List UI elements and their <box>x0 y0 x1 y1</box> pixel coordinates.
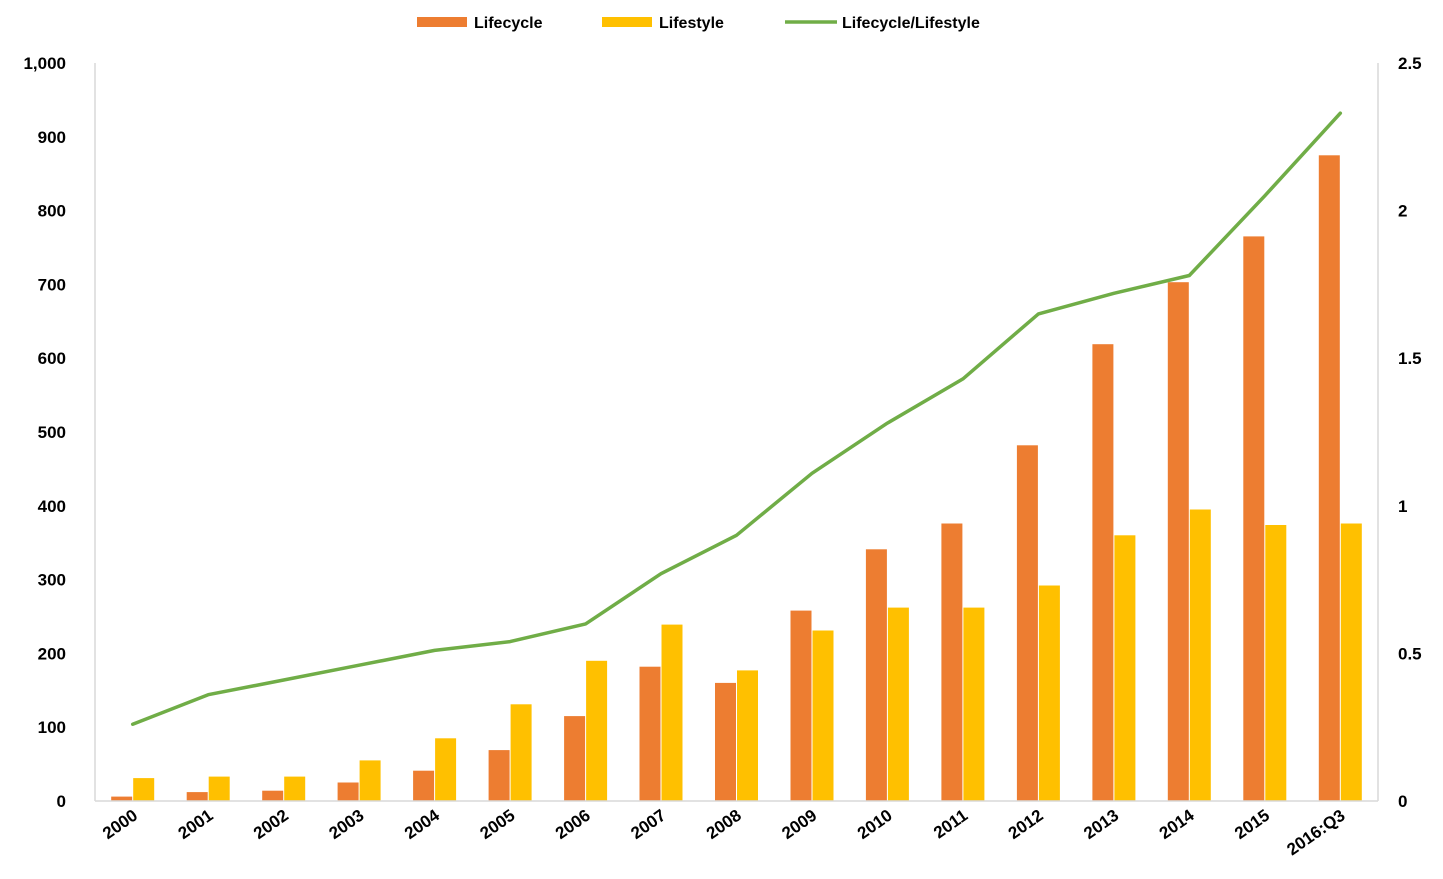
bar-lifestyle <box>1265 525 1287 801</box>
bar-lifestyle <box>737 670 758 801</box>
right-tick-label: 2 <box>1398 202 1407 221</box>
x-tick-label: 2001 <box>175 806 217 843</box>
x-tick-label: 2013 <box>1080 806 1122 843</box>
bar-lifecycle <box>564 716 586 801</box>
x-tick-label: 2014 <box>1156 805 1198 843</box>
right-axis: 0 0.5 1 1.5 2 2.5 <box>1377 54 1422 811</box>
right-tick-label: 0.5 <box>1398 644 1422 663</box>
bar-lifecycle <box>186 792 208 801</box>
bar-lifestyle <box>359 760 381 801</box>
bar-lifecycle <box>413 770 435 801</box>
right-tick-label: 1 <box>1398 497 1407 516</box>
bar-lifestyle <box>133 778 155 801</box>
bar-lifestyle <box>435 738 457 801</box>
left-tick-label: 800 <box>38 202 66 221</box>
bar-lifestyle <box>208 776 230 801</box>
x-tick-label: 2007 <box>627 806 669 843</box>
bar-lifecycle <box>1243 236 1265 801</box>
bar-lifecycle <box>111 796 133 801</box>
x-tick-label: 2015 <box>1231 806 1273 843</box>
bar-lifestyle <box>1340 523 1362 801</box>
legend: Lifecycle Lifestyle Lifecycle/Lifestyle <box>417 15 980 32</box>
bar-lifecycle <box>1016 445 1038 801</box>
left-tick-label: 600 <box>38 349 66 368</box>
bar-lifecycle <box>941 523 963 801</box>
legend-label-lifecycle: Lifecycle <box>474 15 543 32</box>
bar-lifestyle <box>1038 585 1060 801</box>
bar-lifecycle <box>790 610 812 801</box>
bar-lifecycle <box>1092 344 1114 801</box>
bar-lifestyle <box>1189 509 1211 801</box>
bar-lifecycle <box>639 666 661 801</box>
x-tick-label: 2009 <box>778 806 820 843</box>
bar-lifecycle <box>1167 282 1189 801</box>
left-tick-label: 500 <box>38 423 66 442</box>
left-tick-label: 100 <box>38 718 66 737</box>
bar-lifecycle <box>715 682 736 801</box>
x-tick-label: 2011 <box>930 806 971 843</box>
x-tick-label: 2016:Q3 <box>1283 806 1348 860</box>
bar-lifestyle <box>1114 535 1136 801</box>
x-tick-label: 2002 <box>250 806 292 843</box>
left-tick-label: 1,000 <box>23 54 66 73</box>
legend-swatch-lifecycle <box>417 17 467 27</box>
x-tick-label: 2005 <box>476 806 518 843</box>
bar-lifestyle <box>887 607 909 801</box>
x-tick-label: 2008 <box>703 806 745 843</box>
right-tick-label: 0 <box>1398 792 1407 811</box>
right-tick-label: 1.5 <box>1398 349 1422 368</box>
x-tick-label: 2006 <box>552 806 594 843</box>
bar-lifestyle <box>661 624 683 801</box>
left-axis: 0 100 200 300 400 500 600 700 800 900 1,000 <box>23 54 96 811</box>
x-tick-label: 2004 <box>401 805 443 843</box>
bar-lifestyle <box>963 607 985 801</box>
bar-lifestyle <box>510 704 532 801</box>
left-tick-label: 700 <box>38 275 66 294</box>
x-tick-label: 2003 <box>326 806 368 843</box>
legend-label-lifestyle: Lifestyle <box>659 15 724 32</box>
right-tick-label: 2.5 <box>1398 54 1422 73</box>
bar-lifecycle <box>1318 155 1340 802</box>
left-tick-label: 0 <box>57 792 66 811</box>
bar-lifecycle <box>865 549 887 801</box>
bar-lifestyle <box>812 630 834 801</box>
left-tick-label: 200 <box>38 644 66 663</box>
left-tick-label: 900 <box>38 128 66 147</box>
x-tick-label: 2010 <box>854 806 896 843</box>
legend-swatch-lifestyle <box>602 17 652 27</box>
x-tick-label: 2000 <box>99 806 141 843</box>
left-tick-label: 300 <box>38 571 66 590</box>
line-lifecycle-lifestyle <box>130 111 1343 726</box>
left-tick-label: 400 <box>38 497 66 516</box>
bars <box>111 155 1362 802</box>
legend-label-lifecycle-lifestyle: Lifecycle/Lifestyle <box>842 15 980 32</box>
x-tick-label: 2012 <box>1005 806 1047 843</box>
bar-lifecycle <box>337 782 359 801</box>
bar-lifestyle <box>586 660 608 801</box>
bar-lifecycle <box>262 790 284 801</box>
x-axis: 2000 2001 2002 2003 2004 2005 2006 2007 2008 2009… <box>95 800 1378 860</box>
bar-lifestyle <box>284 776 306 801</box>
ratio-line <box>130 111 1343 726</box>
bar-lifecycle <box>488 750 510 801</box>
